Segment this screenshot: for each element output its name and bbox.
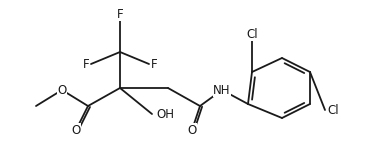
Text: O: O [188, 124, 197, 136]
Text: O: O [57, 83, 67, 96]
Text: Cl: Cl [246, 28, 258, 41]
Text: Cl: Cl [327, 103, 339, 117]
Text: O: O [71, 124, 81, 136]
Text: F: F [151, 57, 157, 71]
Text: NH: NH [213, 83, 231, 96]
Text: F: F [83, 57, 89, 71]
Text: F: F [117, 7, 123, 20]
Text: OH: OH [156, 108, 174, 121]
